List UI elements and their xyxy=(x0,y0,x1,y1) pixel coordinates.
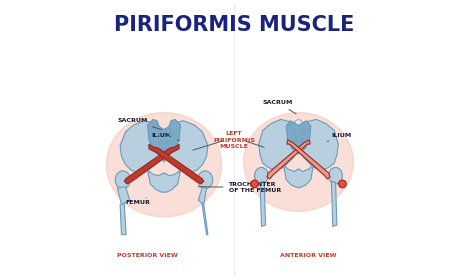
Ellipse shape xyxy=(338,180,346,188)
Polygon shape xyxy=(300,119,338,170)
Ellipse shape xyxy=(167,141,170,144)
Polygon shape xyxy=(284,163,314,188)
Ellipse shape xyxy=(169,133,173,136)
Polygon shape xyxy=(331,181,337,227)
Polygon shape xyxy=(165,121,208,173)
Ellipse shape xyxy=(197,171,213,189)
Text: SACRUM: SACRUM xyxy=(117,118,161,130)
Ellipse shape xyxy=(294,139,297,141)
Polygon shape xyxy=(286,121,311,154)
Polygon shape xyxy=(259,119,297,170)
Polygon shape xyxy=(117,187,130,204)
Ellipse shape xyxy=(255,167,268,184)
Ellipse shape xyxy=(295,120,302,125)
Text: TROCHANTER
OF THE FEMUR: TROCHANTER OF THE FEMUR xyxy=(198,182,281,193)
Text: ILIUM: ILIUM xyxy=(327,133,351,141)
Polygon shape xyxy=(267,140,310,179)
Text: ILIUM: ILIUM xyxy=(152,133,179,141)
Ellipse shape xyxy=(106,113,222,217)
Ellipse shape xyxy=(329,167,343,184)
Ellipse shape xyxy=(115,171,131,189)
Polygon shape xyxy=(287,140,330,179)
Polygon shape xyxy=(149,144,204,184)
Ellipse shape xyxy=(295,146,298,148)
Ellipse shape xyxy=(251,180,258,188)
Ellipse shape xyxy=(292,132,294,134)
Ellipse shape xyxy=(299,146,301,148)
Text: ANTERIOR VIEW: ANTERIOR VIEW xyxy=(280,253,336,258)
Polygon shape xyxy=(120,203,126,235)
Ellipse shape xyxy=(155,133,159,136)
Ellipse shape xyxy=(244,113,353,211)
Text: SACRUM: SACRUM xyxy=(263,100,296,114)
Text: LEFT
PIRIFORMIS
MUSCLE: LEFT PIRIFORMIS MUSCLE xyxy=(213,131,255,149)
Text: FEMUR: FEMUR xyxy=(125,198,151,206)
Polygon shape xyxy=(120,121,163,173)
Polygon shape xyxy=(202,203,208,235)
Polygon shape xyxy=(198,187,206,204)
Polygon shape xyxy=(124,144,179,184)
Ellipse shape xyxy=(300,139,303,141)
Ellipse shape xyxy=(160,148,163,151)
Polygon shape xyxy=(147,170,181,192)
Ellipse shape xyxy=(165,148,168,151)
Polygon shape xyxy=(147,119,181,162)
Polygon shape xyxy=(260,181,265,227)
Text: PIRIFORMIS MUSCLE: PIRIFORMIS MUSCLE xyxy=(114,15,354,35)
Ellipse shape xyxy=(303,132,305,134)
Ellipse shape xyxy=(158,141,161,144)
Text: POSTERIOR VIEW: POSTERIOR VIEW xyxy=(117,253,178,258)
